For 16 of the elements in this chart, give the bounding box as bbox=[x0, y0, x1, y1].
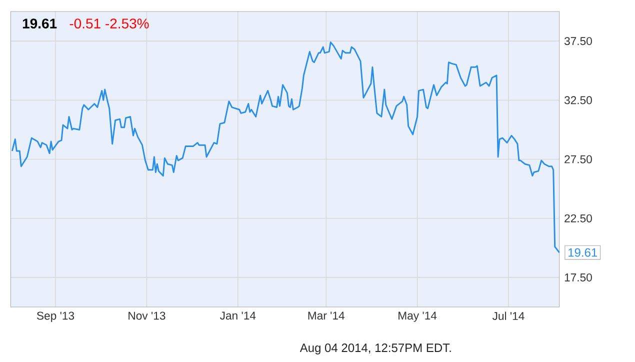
chart-subtitle: -0.51 -2.53% bbox=[70, 18, 149, 28]
y-tick-label: 17.50 bbox=[564, 273, 592, 282]
y-tick-label: 32.50 bbox=[564, 96, 592, 104]
annotation: 19.61 bbox=[568, 248, 598, 257]
x-tick-label: May '14 bbox=[398, 312, 437, 322]
x-tick-label: Jul '14 bbox=[492, 312, 524, 320]
x-tick-label: Sep '13 bbox=[37, 312, 74, 322]
x-tick-label: Mar '14 bbox=[308, 312, 344, 320]
text: Aug 04 2014, 12:57PM EDT. bbox=[300, 344, 451, 354]
y-tick-label: 37.50 bbox=[564, 37, 592, 46]
x-tick-label: Nov '13 bbox=[128, 312, 166, 320]
y-tick-label: 27.50 bbox=[564, 155, 592, 164]
line-series bbox=[11, 42, 560, 254]
chart-title: 19.61 bbox=[22, 18, 57, 28]
x-tick-label: Jan '14 bbox=[220, 312, 256, 320]
y-tick-label: 22.50 bbox=[564, 214, 592, 222]
